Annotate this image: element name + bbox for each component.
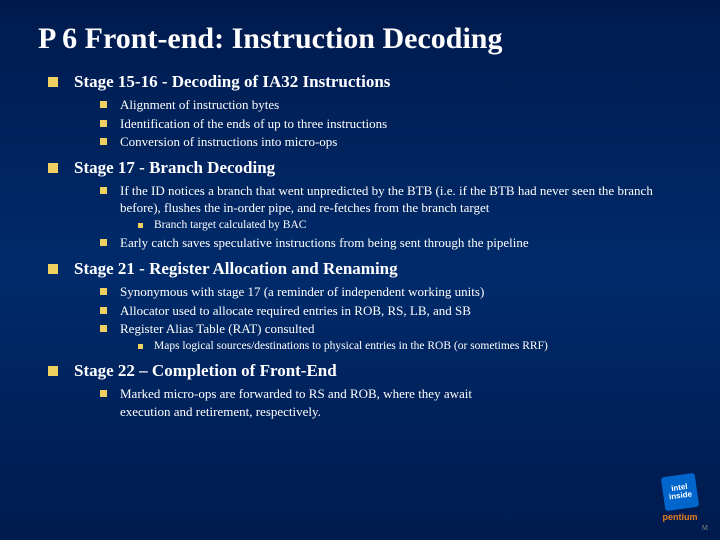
heading-text: Stage 21 - Register Allocation and Renam… <box>74 258 398 280</box>
heading-text: Stage 15-16 - Decoding of IA32 Instructi… <box>74 71 390 93</box>
list-item: Early catch saves speculative instructio… <box>100 234 690 252</box>
list-item: Synonymous with stage 17 (a reminder of … <box>100 283 690 301</box>
bullet-icon <box>100 325 107 332</box>
slide-content: Stage 15-16 - Decoding of IA32 Instructi… <box>0 71 720 420</box>
item-text: Identification of the ends of up to thre… <box>120 115 387 133</box>
sub-item: Branch target calculated by BAC <box>138 218 690 234</box>
list-item: Register Alias Table (RAT) consulted <box>100 320 690 338</box>
bullet-icon <box>48 264 58 274</box>
item-text: Allocator used to allocate required entr… <box>120 302 471 320</box>
bullet-icon <box>100 187 107 194</box>
section-heading: Stage 15-16 - Decoding of IA32 Instructi… <box>48 71 690 93</box>
bullet-icon <box>100 288 107 295</box>
sub-item: Maps logical sources/destinations to phy… <box>138 339 690 355</box>
intel-logo: intel inside pentium M <box>655 475 705 530</box>
logo-tm: M <box>702 524 708 532</box>
list-item: Alignment of instruction bytes <box>100 96 690 114</box>
bullet-icon <box>100 138 107 145</box>
bullet-icon <box>48 163 58 173</box>
item-text: Register Alias Table (RAT) consulted <box>120 320 315 338</box>
logo-chip-line2: inside <box>668 489 692 501</box>
section-heading: Stage 17 - Branch Decoding <box>48 157 690 179</box>
list-item: Marked micro-ops are forwarded to RS and… <box>100 385 690 420</box>
heading-text: Stage 22 – Completion of Front-End <box>74 360 337 382</box>
bullet-icon <box>48 77 58 87</box>
bullet-icon <box>138 344 143 349</box>
slide-title: P 6 Front-end: Instruction Decoding <box>0 0 720 71</box>
section-heading: Stage 22 – Completion of Front-End <box>48 360 690 382</box>
list-item: Allocator used to allocate required entr… <box>100 302 690 320</box>
list-item: If the ID notices a branch that went unp… <box>100 182 690 217</box>
section-heading: Stage 21 - Register Allocation and Renam… <box>48 258 690 280</box>
item-text: Marked micro-ops are forwarded to RS and… <box>120 385 500 420</box>
bullet-icon <box>100 307 107 314</box>
bullet-icon <box>138 223 143 228</box>
heading-text: Stage 17 - Branch Decoding <box>74 157 275 179</box>
item-text: Synonymous with stage 17 (a reminder of … <box>120 283 484 301</box>
sub-text: Branch target calculated by BAC <box>154 218 306 234</box>
sub-text: Maps logical sources/destinations to phy… <box>154 339 548 355</box>
list-item: Identification of the ends of up to thre… <box>100 115 690 133</box>
item-text: Alignment of instruction bytes <box>120 96 279 114</box>
bullet-icon <box>100 239 107 246</box>
bullet-icon <box>100 101 107 108</box>
item-text: If the ID notices a branch that went unp… <box>120 182 690 217</box>
list-item: Conversion of instructions into micro-op… <box>100 133 690 151</box>
item-text: Early catch saves speculative instructio… <box>120 234 529 252</box>
intel-chip-icon: intel inside <box>661 473 699 511</box>
bullet-icon <box>100 120 107 127</box>
bullet-icon <box>48 366 58 376</box>
bullet-icon <box>100 390 107 397</box>
logo-label: pentium <box>663 512 698 522</box>
item-text: Conversion of instructions into micro-op… <box>120 133 337 151</box>
